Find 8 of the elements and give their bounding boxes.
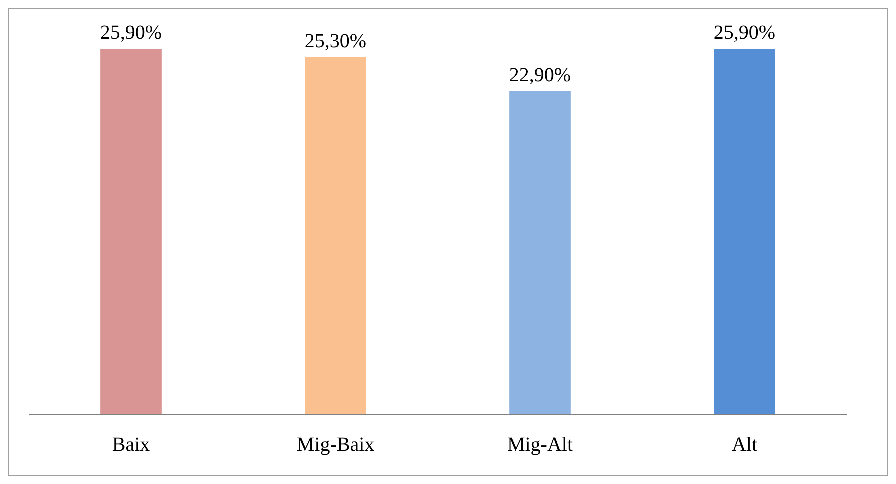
x-tick-label: Alt [732,434,758,456]
data-label: 25,90% [100,22,162,44]
data-label: 25,30% [304,30,367,52]
data-label: 22,90% [509,64,572,86]
data-label: 25,90% [714,22,776,44]
x-tick-label: Baix [112,434,150,456]
x-tick-label: Mig-Alt [507,434,574,456]
x-tick-label: Mig-Baix [296,434,375,456]
